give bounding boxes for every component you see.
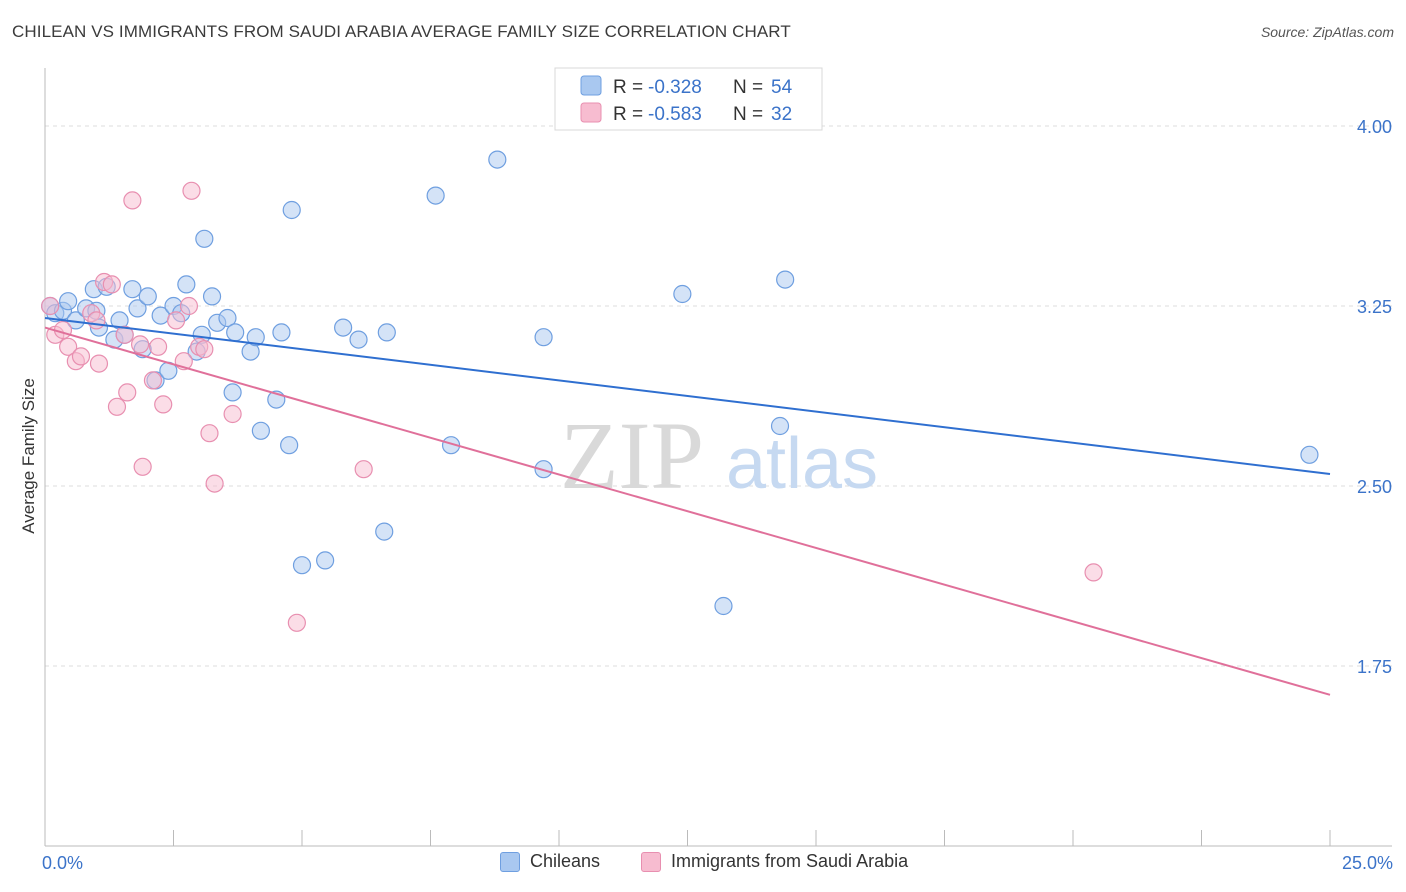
point-saudi-12 <box>115 325 134 344</box>
chart-source: Source: ZipAtlas.com <box>1260 24 1394 40</box>
point-chileans-27 <box>218 308 237 328</box>
point-chileans-40 <box>349 330 368 349</box>
series-chileans <box>41 150 1319 616</box>
point-saudi-25 <box>195 340 214 359</box>
point-saudi-14 <box>123 191 142 210</box>
watermark-zip: ZIP <box>560 402 704 509</box>
point-saudi-27 <box>205 474 224 493</box>
legend-box: R = -0.328 N = 54 R = -0.583 N = 32 <box>554 67 823 131</box>
point-saudi-3 <box>59 337 78 356</box>
tick-labels: 4.00 3.25 2.50 1.75 0.0% 25.0% <box>42 117 1393 873</box>
point-chileans-34 <box>272 323 291 342</box>
point-chileans-48 <box>673 284 692 304</box>
point-saudi-0 <box>41 296 60 316</box>
point-saudi-16 <box>133 457 152 476</box>
watermark-atlas: atlas <box>726 424 878 504</box>
point-chileans-51 <box>776 270 795 289</box>
point-chileans-52 <box>1300 445 1319 464</box>
point-chileans-39 <box>334 318 353 337</box>
chart-title: CHILEAN VS IMMIGRANTS FROM SAUDI ARABIA … <box>12 22 791 41</box>
point-saudi-22 <box>179 296 199 316</box>
point-chileans-32 <box>251 421 270 440</box>
point-chileans-46 <box>534 328 553 347</box>
point-saudi-10 <box>102 275 121 294</box>
point-chileans-42 <box>377 323 396 342</box>
legend-item-saudi: Immigrants from Saudi Arabia <box>641 851 908 872</box>
watermark: ZIP atlas <box>560 402 878 509</box>
point-chileans-38 <box>316 551 335 570</box>
point-saudi-13 <box>118 383 137 402</box>
y-axis-label: Average Family Size <box>19 378 38 534</box>
legend-label-chileans: Chileans <box>530 851 601 871</box>
legend-n-label-2: N = <box>733 104 763 125</box>
point-chileans-31 <box>246 328 265 347</box>
x-tick-label-max: 25.0% <box>1342 853 1393 873</box>
point-saudi-15 <box>130 335 150 354</box>
point-chileans-45 <box>488 150 507 169</box>
point-chileans-29 <box>226 323 245 342</box>
legend-swatch-chileans-bottom <box>500 851 520 872</box>
y-tick-label-3: 1.75 <box>1357 657 1392 677</box>
point-chileans-49 <box>714 596 733 616</box>
point-chileans-12 <box>123 280 142 299</box>
point-chileans-28 <box>223 383 242 402</box>
point-saudi-17 <box>143 371 163 390</box>
legend-n-value-2: 32 <box>771 104 792 125</box>
point-saudi-7 <box>87 311 106 330</box>
point-saudi-5 <box>71 347 91 366</box>
point-saudi-2 <box>53 320 73 340</box>
point-chileans-50 <box>770 416 790 436</box>
legend-r-value-2: -0.583 <box>648 104 702 125</box>
x-tick-label-min: 0.0% <box>42 853 83 873</box>
legend-swatch-saudi <box>580 102 602 123</box>
trend-line-saudi <box>44 326 1331 696</box>
point-saudi-20 <box>166 311 186 330</box>
point-chileans-24 <box>195 229 214 248</box>
point-chileans-25 <box>202 287 222 306</box>
legend-label-saudi: Immigrants from Saudi Arabia <box>671 851 909 871</box>
axes <box>44 68 1392 847</box>
point-saudi-19 <box>154 395 173 414</box>
point-chileans-41 <box>375 522 394 541</box>
point-chileans-15 <box>138 287 157 306</box>
legend-swatch-chileans <box>580 75 602 96</box>
point-saudi-8 <box>89 354 109 373</box>
legend-r-label-1: R = <box>613 77 643 98</box>
point-saudi-29 <box>287 613 306 632</box>
point-chileans-43 <box>426 186 445 205</box>
point-chileans-37 <box>292 556 312 575</box>
point-saudi-31 <box>1084 563 1103 582</box>
series-saudi <box>41 181 1103 632</box>
point-saudi-26 <box>200 424 219 443</box>
legend-r-label-2: R = <box>613 104 643 125</box>
point-saudi-30 <box>354 460 373 479</box>
series-legend: Chileans Immigrants from Saudi Arabia <box>0 851 1406 879</box>
point-chileans-36 <box>282 200 301 220</box>
trend-lines <box>44 317 1331 696</box>
legend-r-value-1: -0.328 <box>648 77 702 98</box>
point-chileans-3 <box>59 292 78 311</box>
point-saudi-18 <box>148 337 168 356</box>
point-saudi-11 <box>107 397 127 416</box>
trend-line-chileans <box>44 317 1331 475</box>
y-tick-label-2: 2.50 <box>1357 477 1392 497</box>
legend-n-value-1: 54 <box>771 77 793 98</box>
grid-lines <box>45 125 1392 667</box>
legend-n-label-1: N = <box>733 77 763 98</box>
point-chileans-35 <box>280 436 299 455</box>
y-tick-label-0: 4.00 <box>1357 117 1392 137</box>
legend-item-chileans: Chileans <box>500 851 600 872</box>
point-saudi-28 <box>223 404 242 424</box>
legend-swatch-saudi-bottom <box>641 851 661 872</box>
point-saudi-23 <box>182 181 201 200</box>
point-chileans-21 <box>177 275 196 294</box>
point-chileans-13 <box>128 299 147 318</box>
y-tick-label-1: 3.25 <box>1357 297 1392 317</box>
